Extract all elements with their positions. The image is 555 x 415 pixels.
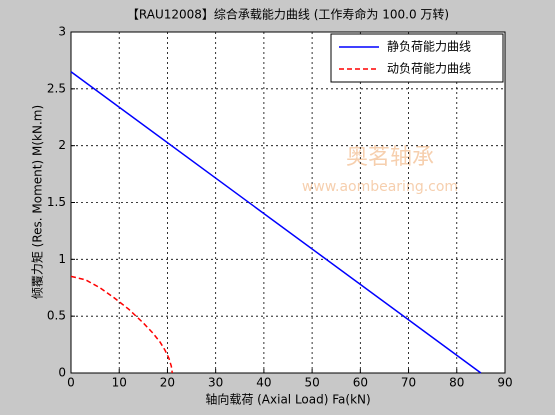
x-tick-label: 60 (353, 376, 368, 390)
y-tick-label: 3 (58, 25, 66, 39)
y-tick-label: 2 (58, 138, 66, 152)
series-line (70, 275, 174, 374)
y-tick-label: 1.5 (47, 195, 66, 209)
y-tick-label: 0 (58, 366, 66, 380)
legend-label: 静负荷能力曲线 (387, 40, 471, 54)
legend-label: 动负荷能力曲线 (387, 62, 471, 76)
y-tick-label: 0.5 (47, 309, 66, 323)
x-tick-label: 90 (497, 376, 512, 390)
x-tick-label: 0 (67, 376, 75, 390)
legend-box (330, 33, 504, 83)
x-tick-label: 70 (401, 376, 416, 390)
chart-title: 【RAU12008】综合承载能力曲线 (工作寿命为 100.0 万转) (127, 7, 449, 22)
series-line (70, 71, 482, 374)
x-tick-label: 40 (256, 376, 271, 390)
y-axis-label: 倾覆力矩 (Res. Moment) M(kN.m) (31, 105, 45, 299)
watermark-url: www.aombearing.com (302, 179, 458, 195)
x-tick-label: 30 (208, 376, 223, 390)
y-tick-label: 2.5 (47, 81, 66, 95)
x-axis-label: 轴向载荷 (Axial Load) Fa(kN) (205, 392, 370, 407)
y-tick-label: 1 (58, 252, 66, 266)
watermark: 奥茗轴承 (346, 145, 434, 170)
x-tick-label: 10 (112, 376, 127, 390)
x-tick-label: 50 (304, 376, 319, 390)
x-tick-label: 80 (449, 376, 464, 390)
x-tick-label: 20 (160, 376, 175, 390)
